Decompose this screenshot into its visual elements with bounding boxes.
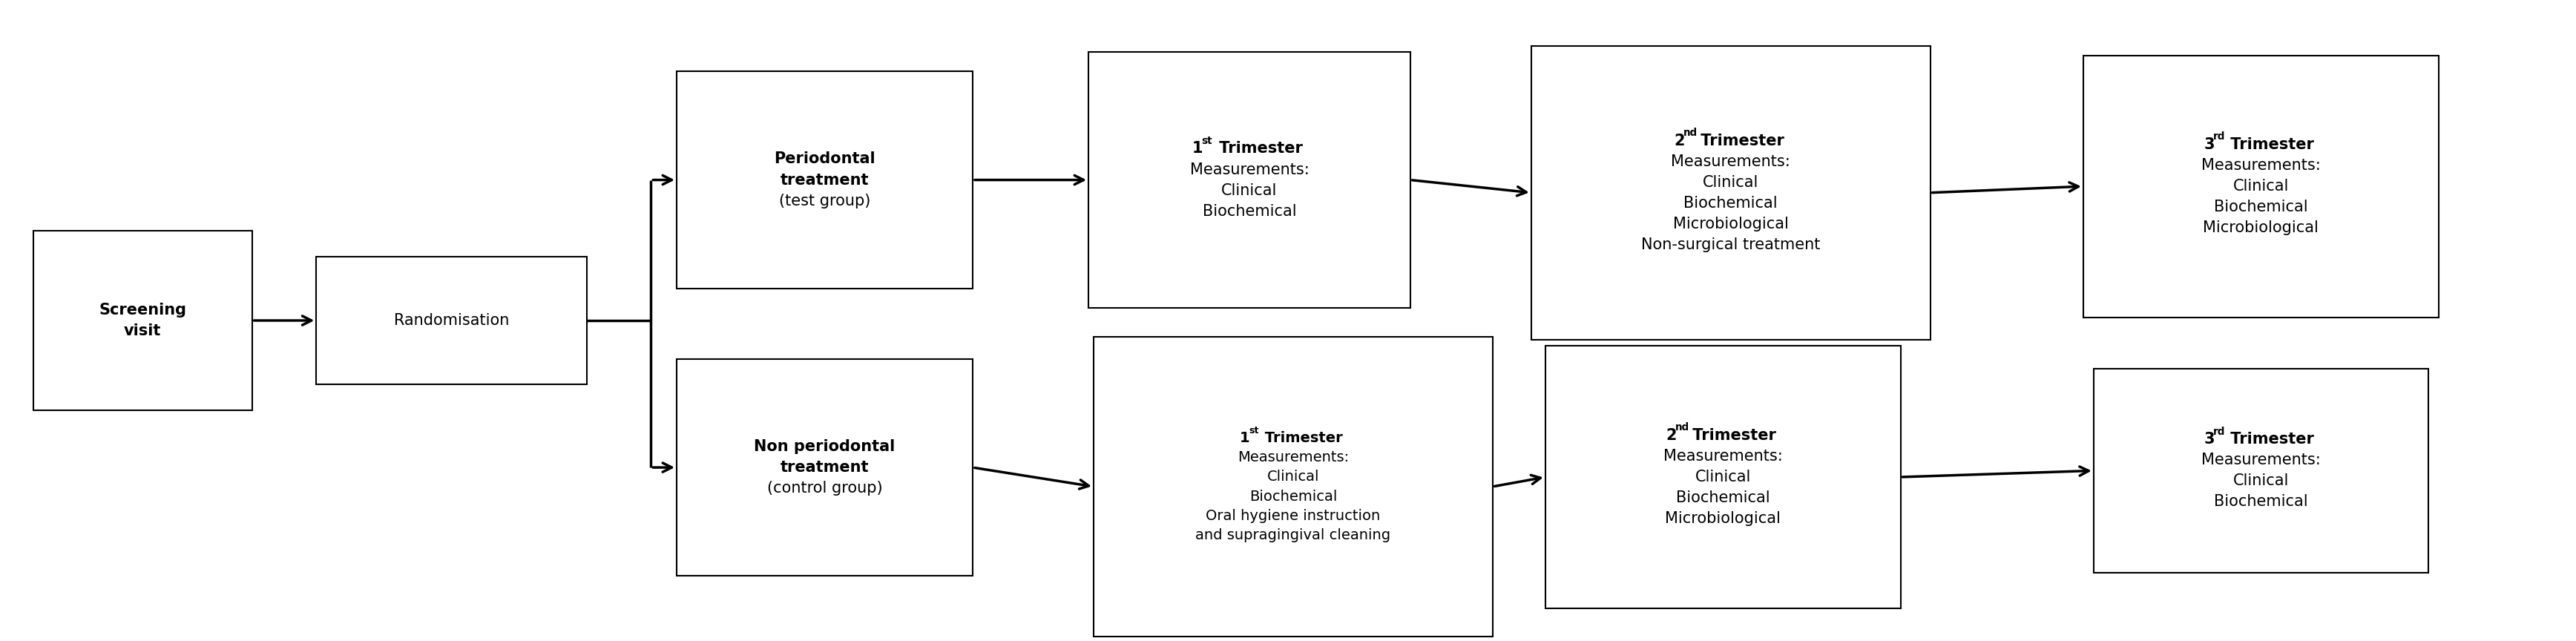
FancyBboxPatch shape	[677, 359, 974, 576]
Text: treatment: treatment	[781, 172, 868, 187]
Text: nd: nd	[1674, 422, 1690, 433]
Text: Trimester: Trimester	[1687, 428, 1777, 443]
Text: Trimester: Trimester	[1213, 141, 1303, 156]
Text: Measurements:: Measurements:	[1190, 162, 1309, 177]
Text: Measurements:: Measurements:	[1236, 451, 1350, 465]
Text: Periodontal: Periodontal	[773, 152, 876, 167]
Text: Microbiological: Microbiological	[2202, 221, 2318, 235]
FancyBboxPatch shape	[317, 256, 587, 385]
Text: Measurements:: Measurements:	[1664, 449, 1783, 463]
Text: Non periodontal: Non periodontal	[755, 439, 896, 454]
Text: Biochemical: Biochemical	[1685, 196, 1777, 210]
Text: Trimester: Trimester	[1260, 431, 1342, 445]
Text: Measurements:: Measurements:	[1672, 154, 1790, 169]
FancyBboxPatch shape	[1090, 52, 1409, 308]
Text: Microbiological: Microbiological	[1672, 217, 1788, 231]
Text: Clinical: Clinical	[1695, 470, 1752, 485]
Text: Trimester: Trimester	[1695, 133, 1785, 148]
Text: Clinical: Clinical	[1703, 175, 1759, 190]
FancyBboxPatch shape	[1095, 337, 1492, 637]
Text: Clinical: Clinical	[1221, 183, 1278, 198]
FancyBboxPatch shape	[33, 231, 252, 410]
Text: rd: rd	[2213, 426, 2226, 437]
Text: (test group): (test group)	[778, 194, 871, 208]
Text: Biochemical: Biochemical	[1203, 204, 1296, 219]
Text: Screening: Screening	[98, 303, 185, 317]
Text: 1: 1	[1239, 431, 1249, 445]
Text: visit: visit	[124, 324, 162, 338]
Text: Biochemical: Biochemical	[2213, 494, 2308, 509]
FancyBboxPatch shape	[1530, 46, 1929, 340]
Text: Biochemical: Biochemical	[1249, 489, 1337, 503]
Text: and supragingival cleaning: and supragingival cleaning	[1195, 528, 1391, 542]
Text: Measurements:: Measurements:	[2202, 453, 2321, 468]
Text: 3: 3	[2205, 432, 2215, 447]
Text: 2: 2	[1667, 428, 1677, 443]
Text: Clinical: Clinical	[2233, 474, 2290, 488]
Text: Oral hygiene instruction: Oral hygiene instruction	[1206, 509, 1381, 523]
Text: Trimester: Trimester	[2226, 432, 2313, 447]
Text: (control group): (control group)	[768, 481, 884, 495]
Text: Clinical: Clinical	[1267, 470, 1319, 484]
Text: treatment: treatment	[781, 460, 868, 475]
Text: Clinical: Clinical	[2233, 179, 2290, 194]
Text: Biochemical: Biochemical	[1677, 490, 1770, 505]
Text: Biochemical: Biochemical	[2213, 200, 2308, 215]
Text: Measurements:: Measurements:	[2202, 158, 2321, 173]
Text: Trimester: Trimester	[2226, 137, 2313, 152]
Text: Randomisation: Randomisation	[394, 313, 510, 328]
Text: Microbiological: Microbiological	[1664, 512, 1780, 526]
Text: 1: 1	[1193, 141, 1203, 156]
FancyBboxPatch shape	[677, 71, 974, 288]
Text: st: st	[1200, 136, 1213, 146]
FancyBboxPatch shape	[1546, 346, 1901, 608]
Text: st: st	[1249, 426, 1260, 435]
Text: Non-surgical treatment: Non-surgical treatment	[1641, 237, 1821, 252]
FancyBboxPatch shape	[2094, 369, 2429, 573]
Text: 3: 3	[2205, 137, 2215, 152]
Text: rd: rd	[2213, 131, 2226, 142]
Text: 2: 2	[1674, 133, 1685, 148]
FancyBboxPatch shape	[2084, 55, 2439, 317]
Text: nd: nd	[1682, 128, 1698, 138]
